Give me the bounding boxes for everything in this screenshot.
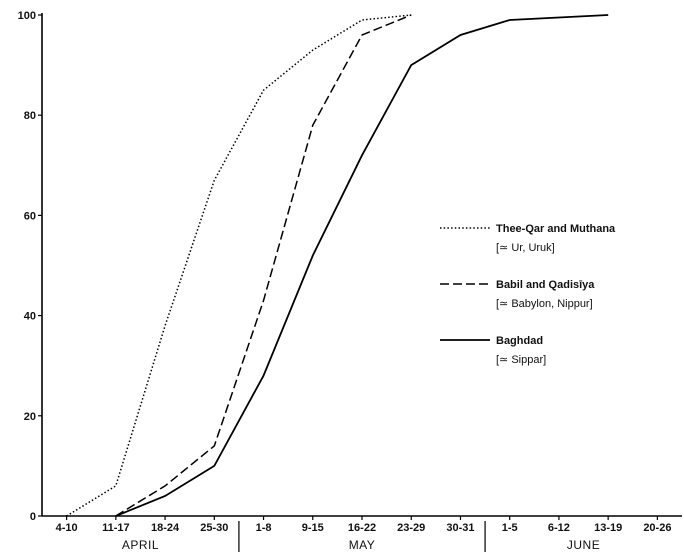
y-tick-label: 80 bbox=[24, 110, 36, 122]
x-tick-label: 25-30 bbox=[200, 522, 228, 534]
legend-sublabel: [≃ Babylon, Nippur] bbox=[496, 298, 593, 310]
month-label: MAY bbox=[349, 538, 376, 552]
month-label: JUNE bbox=[567, 538, 600, 552]
legend-label: Babil and Qadisīya bbox=[496, 279, 595, 291]
x-tick-label: 16-22 bbox=[348, 522, 376, 534]
x-tick-label: 23-29 bbox=[397, 522, 425, 534]
x-tick-label: 1-5 bbox=[502, 522, 518, 534]
series-lines bbox=[66, 14, 609, 517]
y-tick-label: 100 bbox=[18, 10, 36, 22]
x-tick-label: 18-24 bbox=[151, 522, 180, 534]
month-label: APRIL bbox=[122, 538, 159, 552]
x-axis-ticks: 4-10 11-17 18-24 25-30 1-8 9-15 16-22 23-29 30-3… bbox=[56, 516, 671, 534]
legend-sublabel: [≃ Ur, Uruk] bbox=[496, 242, 555, 254]
legend: Thee-Qar and Muthana [≃ Ur, Uruk] Babil an… bbox=[440, 223, 616, 366]
y-tick-label: 40 bbox=[24, 311, 36, 323]
axes bbox=[41, 13, 682, 517]
month-labels: APRIL MAY JUNE bbox=[122, 521, 600, 552]
x-tick-label: 4-10 bbox=[56, 522, 78, 534]
x-tick-label: 1-8 bbox=[256, 522, 272, 534]
x-tick-label: 11-17 bbox=[102, 522, 130, 534]
series-line bbox=[115, 14, 412, 517]
x-tick-label: 13-19 bbox=[594, 522, 622, 534]
y-tick-label: 0 bbox=[30, 511, 36, 523]
legend-label: Baghdad bbox=[496, 335, 543, 347]
series-line bbox=[115, 14, 609, 517]
y-axis-ticks: 0 20 40 60 80 100 bbox=[18, 10, 42, 523]
x-tick-label: 9-15 bbox=[302, 522, 324, 534]
y-tick-label: 20 bbox=[24, 411, 36, 423]
legend-label: Thee-Qar and Muthana bbox=[496, 223, 616, 235]
x-tick-label: 30-31 bbox=[446, 522, 474, 534]
legend-sublabel: [≃ Sippar] bbox=[496, 354, 546, 366]
y-tick-label: 60 bbox=[24, 210, 36, 222]
x-tick-label: 20-26 bbox=[643, 522, 671, 534]
x-tick-label: 6-12 bbox=[548, 522, 570, 534]
series-line bbox=[66, 14, 412, 517]
